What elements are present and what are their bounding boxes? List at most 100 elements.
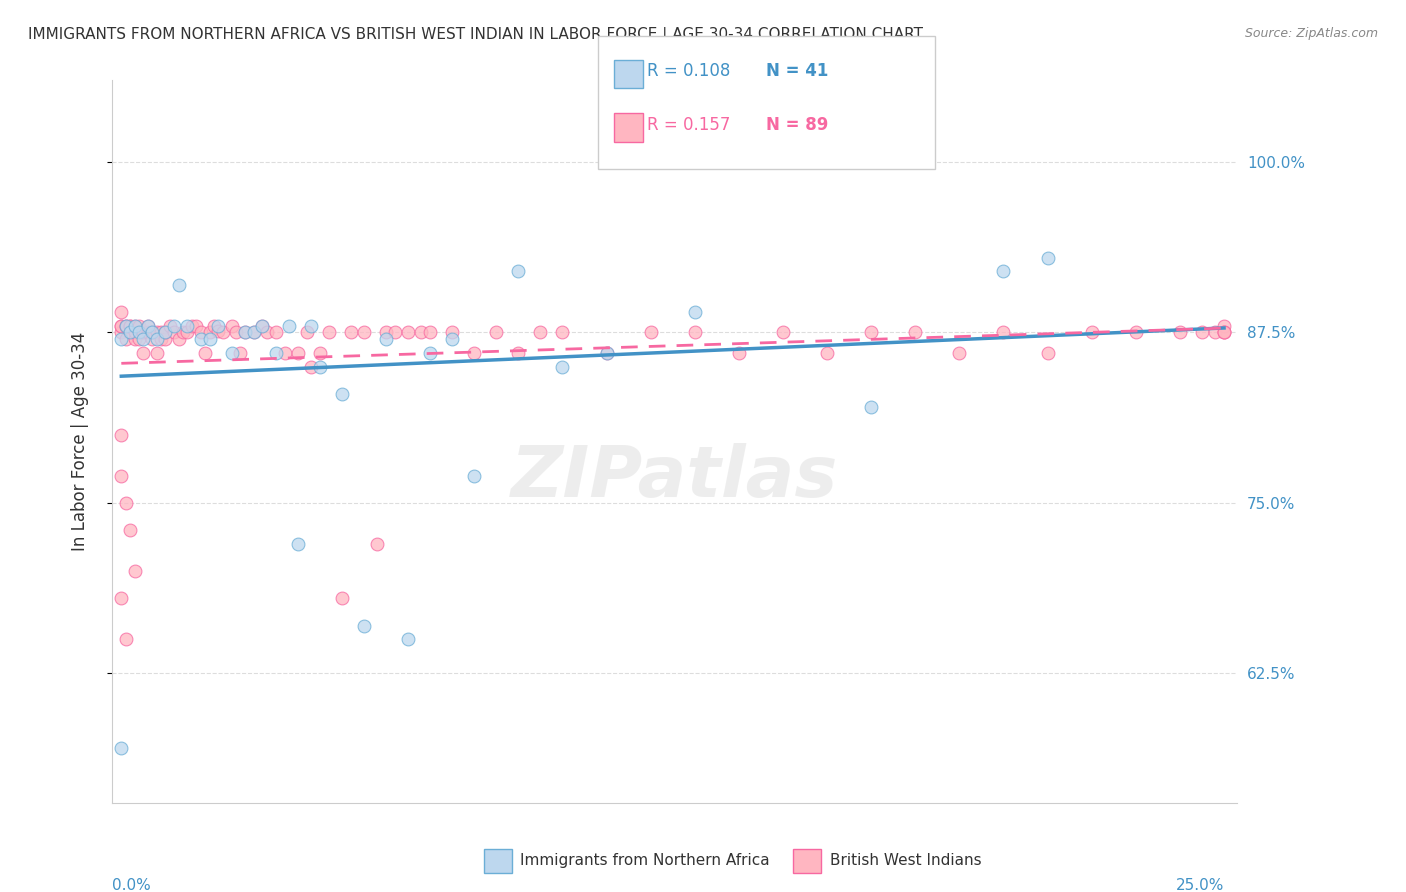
British West Indians [353, 326, 375, 340]
British West Indians [508, 346, 530, 360]
British West Indians [1036, 346, 1059, 360]
British West Indians [176, 326, 198, 340]
British West Indians [252, 318, 274, 333]
British West Indians [159, 318, 181, 333]
Immigrants from Northern Africa [252, 318, 274, 333]
British West Indians [366, 537, 388, 551]
British West Indians [141, 332, 163, 346]
Immigrants from Northern Africa [110, 741, 132, 756]
British West Indians [163, 326, 186, 340]
British West Indians [172, 326, 194, 340]
British West Indians [225, 326, 247, 340]
Text: IMMIGRANTS FROM NORTHERN AFRICA VS BRITISH WEST INDIAN IN LABOR FORCE | AGE 30-3: IMMIGRANTS FROM NORTHERN AFRICA VS BRITI… [28, 27, 924, 43]
British West Indians [155, 332, 177, 346]
British West Indians [145, 326, 167, 340]
Immigrants from Northern Africa [207, 318, 229, 333]
British West Indians [264, 326, 287, 340]
British West Indians [120, 523, 142, 537]
British West Indians [110, 468, 132, 483]
Immigrants from Northern Africa [155, 326, 177, 340]
British West Indians [145, 346, 167, 360]
Text: Source: ZipAtlas.com: Source: ZipAtlas.com [1244, 27, 1378, 40]
British West Indians [993, 326, 1015, 340]
Immigrants from Northern Africa [1036, 251, 1059, 265]
British West Indians [132, 326, 155, 340]
Immigrants from Northern Africa [551, 359, 574, 374]
British West Indians [1168, 326, 1191, 340]
Immigrants from Northern Africa [860, 401, 883, 415]
British West Indians [330, 591, 353, 606]
British West Indians [411, 326, 433, 340]
Immigrants from Northern Africa [114, 318, 136, 333]
Immigrants from Northern Africa [198, 332, 221, 346]
Immigrants from Northern Africa [463, 468, 485, 483]
British West Indians [114, 318, 136, 333]
Text: 0.0%: 0.0% [112, 878, 152, 892]
British West Indians [727, 346, 749, 360]
British West Indians [683, 326, 706, 340]
Immigrants from Northern Africa [124, 318, 146, 333]
British West Indians [136, 318, 159, 333]
Text: N = 89: N = 89 [766, 116, 828, 134]
British West Indians [287, 346, 309, 360]
British West Indians [242, 326, 264, 340]
British West Indians [141, 326, 163, 340]
British West Indians [120, 318, 142, 333]
British West Indians [640, 326, 662, 340]
Immigrants from Northern Africa [163, 318, 186, 333]
Immigrants from Northern Africa [264, 346, 287, 360]
British West Indians [198, 326, 221, 340]
British West Indians [110, 318, 132, 333]
Immigrants from Northern Africa [145, 332, 167, 346]
British West Indians [150, 326, 173, 340]
British West Indians [124, 564, 146, 578]
Text: R = 0.157: R = 0.157 [647, 116, 730, 134]
British West Indians [1125, 326, 1147, 340]
Immigrants from Northern Africa [190, 332, 212, 346]
British West Indians [1191, 326, 1213, 340]
Immigrants from Northern Africa [277, 318, 299, 333]
British West Indians [295, 326, 318, 340]
British West Indians [396, 326, 419, 340]
British West Indians [299, 359, 322, 374]
British West Indians [186, 318, 208, 333]
British West Indians [551, 326, 574, 340]
British West Indians [463, 346, 485, 360]
Immigrants from Northern Africa [233, 326, 256, 340]
British West Indians [256, 326, 278, 340]
British West Indians [110, 305, 132, 319]
Immigrants from Northern Africa [375, 332, 398, 346]
British West Indians [273, 346, 295, 360]
British West Indians [136, 326, 159, 340]
Immigrants from Northern Africa [299, 318, 322, 333]
British West Indians [167, 332, 190, 346]
British West Indians [128, 332, 150, 346]
British West Indians [128, 318, 150, 333]
British West Indians [114, 496, 136, 510]
Immigrants from Northern Africa [120, 326, 142, 340]
British West Indians [419, 326, 441, 340]
British West Indians [124, 332, 146, 346]
British West Indians [221, 318, 243, 333]
British West Indians [180, 318, 202, 333]
Immigrants from Northern Africa [167, 277, 190, 292]
British West Indians [190, 326, 212, 340]
Immigrants from Northern Africa [993, 264, 1015, 278]
British West Indians [132, 346, 155, 360]
British West Indians [339, 326, 361, 340]
Text: N = 41: N = 41 [766, 62, 828, 80]
British West Indians [155, 326, 177, 340]
Immigrants from Northern Africa [396, 632, 419, 647]
British West Indians [1213, 326, 1236, 340]
British West Indians [1213, 326, 1236, 340]
British West Indians [114, 632, 136, 647]
Immigrants from Northern Africa [136, 318, 159, 333]
British West Indians [529, 326, 551, 340]
Immigrants from Northern Africa [128, 326, 150, 340]
Immigrants from Northern Africa [419, 346, 441, 360]
British West Indians [308, 346, 330, 360]
Immigrants from Northern Africa [110, 332, 132, 346]
British West Indians [211, 326, 233, 340]
British West Indians [207, 324, 229, 338]
British West Indians [194, 346, 217, 360]
